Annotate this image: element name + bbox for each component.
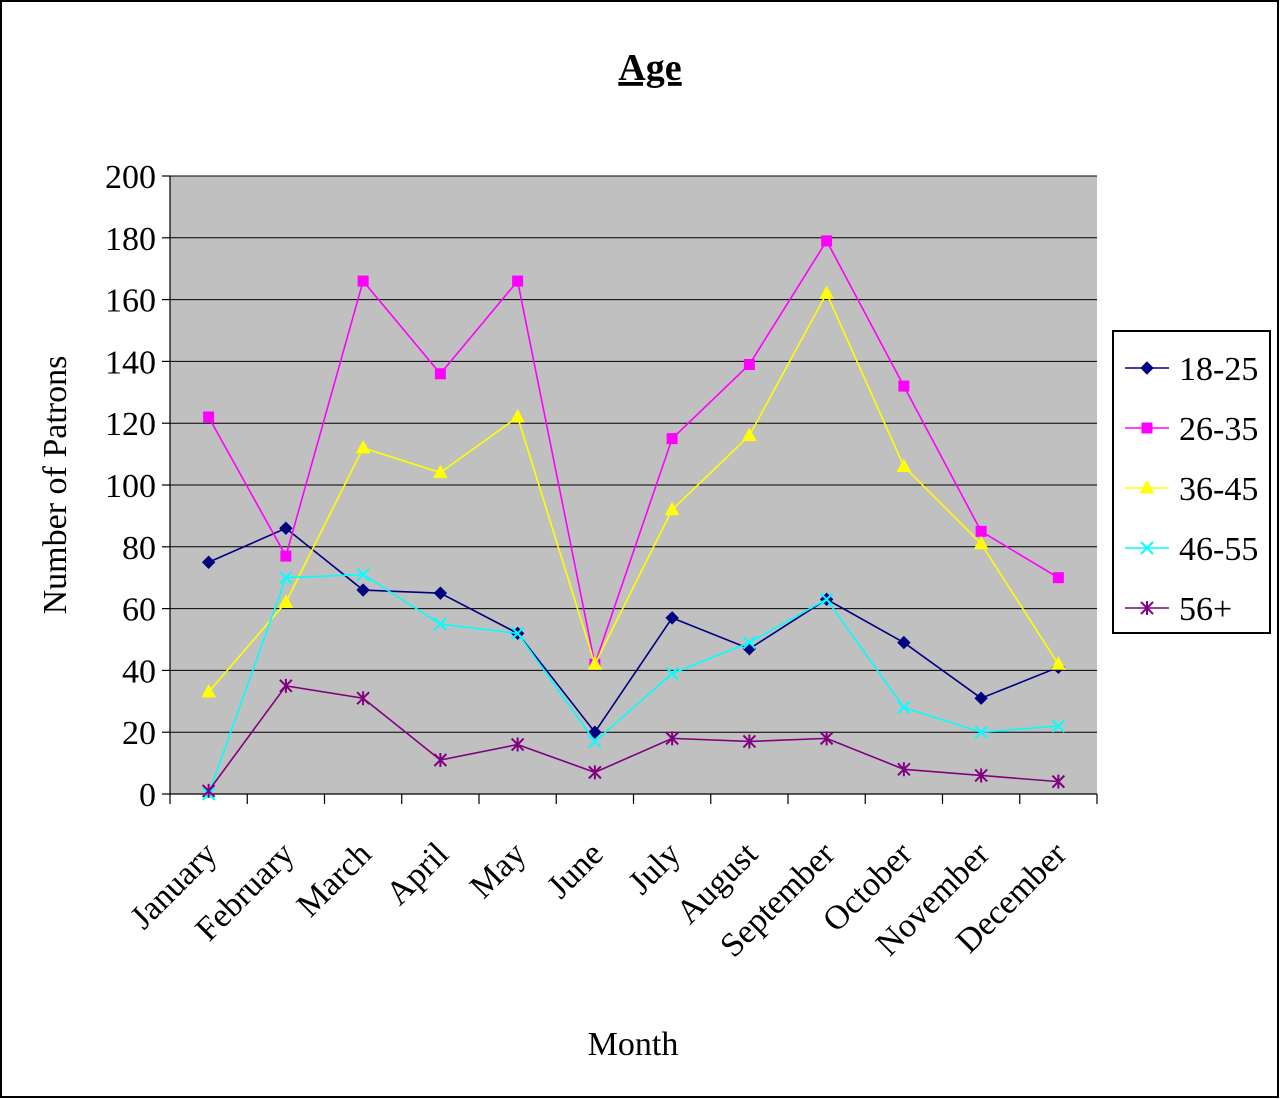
data-point <box>433 464 448 479</box>
data-point <box>897 700 911 715</box>
data-point <box>434 368 446 380</box>
legend-item: 46-55 <box>1125 531 1258 568</box>
data-point <box>433 617 448 631</box>
series-line <box>207 239 1059 668</box>
series-26-35 <box>203 235 1064 670</box>
legend: 18-25 26-35 36-45 46-55 56+ <box>1112 330 1271 634</box>
x-axis-label: Month <box>588 1026 679 1063</box>
series-layer <box>201 235 1066 801</box>
y-tick-label: 80 <box>122 530 156 567</box>
data-point <box>512 275 524 287</box>
grid-lines <box>170 175 1097 733</box>
data-point <box>587 656 603 670</box>
data-point <box>588 725 602 739</box>
data-point <box>665 611 679 625</box>
data-point <box>201 555 216 569</box>
legend-label: 26-35 <box>1179 411 1258 448</box>
data-point <box>433 753 448 768</box>
y-tick-label: 100 <box>105 468 156 505</box>
legend-marker <box>1140 601 1154 615</box>
data-point <box>201 683 216 698</box>
legend-item: 18-25 <box>1125 351 1258 388</box>
data-point <box>1051 719 1066 733</box>
y-tick-label: 20 <box>122 715 156 752</box>
legend-label: 56+ <box>1179 591 1232 628</box>
data-point <box>433 586 448 600</box>
data-point <box>356 567 370 582</box>
data-point <box>280 550 292 562</box>
y-tick-label: 200 <box>105 159 156 196</box>
series-36-45 <box>201 285 1066 698</box>
y-tick-label: 140 <box>105 344 156 381</box>
data-point <box>665 731 679 746</box>
y-tick-label: 120 <box>105 406 156 443</box>
data-point <box>974 691 988 705</box>
data-point <box>666 433 678 445</box>
legend-box <box>1112 330 1271 634</box>
data-point <box>974 725 988 739</box>
y-axis-label: Number of Patrons <box>37 356 74 615</box>
data-point <box>510 626 525 641</box>
legend-item: 36-45 <box>1125 471 1258 508</box>
y-tick-label: 180 <box>105 221 156 258</box>
data-point <box>278 594 294 608</box>
data-point <box>588 765 602 780</box>
data-point <box>588 734 602 749</box>
data-point <box>742 635 757 650</box>
data-point <box>356 583 370 597</box>
data-point <box>975 525 987 537</box>
series-line <box>207 573 1059 795</box>
series-56+ <box>201 678 1066 798</box>
data-point <box>664 501 680 516</box>
legend-item: 26-35 <box>1125 411 1258 448</box>
data-point <box>742 734 757 749</box>
legend-marker <box>1140 361 1154 375</box>
data-point <box>279 678 293 693</box>
series-line <box>208 527 1059 734</box>
data-point <box>201 783 216 798</box>
legend-label: 18-25 <box>1179 351 1258 388</box>
data-point <box>357 275 369 287</box>
data-point <box>898 380 910 392</box>
data-point <box>743 358 755 370</box>
data-point <box>355 439 371 454</box>
data-point <box>279 570 293 585</box>
data-point <box>819 285 834 299</box>
data-point <box>896 458 912 472</box>
legend-label: 46-55 <box>1179 531 1258 568</box>
chart-title: Age <box>618 47 681 89</box>
data-point <box>356 691 370 706</box>
y-tick-label: 160 <box>105 283 156 320</box>
data-point <box>821 235 833 247</box>
series-46-55 <box>201 567 1066 801</box>
y-tick-label: 0 <box>139 777 156 814</box>
series-line <box>208 291 1060 693</box>
data-point <box>742 427 757 442</box>
legend-marker <box>1141 422 1153 434</box>
y-axis-ticks: 0 20 40 60 80 100 120 140 160 180 200 <box>105 159 170 814</box>
legend-label: 36-45 <box>1179 471 1258 508</box>
data-point <box>203 411 215 423</box>
data-point <box>974 768 988 783</box>
data-point <box>1052 572 1064 584</box>
data-point <box>1051 656 1066 670</box>
legend-marker <box>1140 541 1154 555</box>
series-line <box>207 684 1059 792</box>
legend-marker <box>1139 479 1155 494</box>
y-tick-label: 40 <box>122 653 156 690</box>
data-point <box>279 521 293 535</box>
legend-item: 56+ <box>1125 591 1232 628</box>
data-point <box>973 535 989 550</box>
data-point <box>819 731 834 746</box>
y-tick-label: 60 <box>122 592 156 629</box>
data-point <box>897 762 911 777</box>
data-point <box>819 592 834 607</box>
data-point <box>510 408 525 423</box>
data-point <box>897 635 911 650</box>
data-point <box>1051 774 1066 789</box>
data-point <box>665 666 679 681</box>
data-point <box>510 737 525 752</box>
